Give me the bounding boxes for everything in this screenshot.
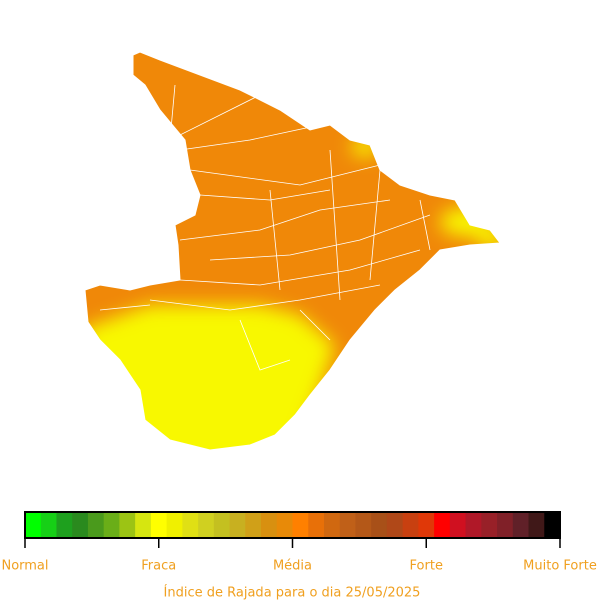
legend-swatch	[323, 512, 341, 538]
legend-swatch	[40, 512, 57, 538]
legend-swatch	[528, 512, 545, 538]
legend-label: Normal	[1, 559, 48, 574]
legend-swatch	[402, 512, 419, 538]
legend-swatch	[261, 512, 278, 538]
legend-swatch	[276, 512, 293, 538]
legend-swatch	[245, 512, 262, 538]
legend-swatch	[72, 512, 89, 538]
legend-swatch	[166, 512, 183, 538]
legend-swatch	[292, 512, 309, 538]
legend-swatch	[418, 512, 435, 538]
legend-swatch	[544, 512, 561, 538]
legend-swatch	[135, 512, 152, 538]
map	[84, 51, 501, 451]
legend-swatch	[339, 512, 356, 538]
legend-swatch	[465, 512, 482, 538]
legend-swatch	[103, 512, 120, 538]
legend-label: Fraca	[141, 559, 176, 574]
legend-label: Forte	[410, 559, 443, 574]
legend-swatch	[497, 512, 514, 538]
legend-swatch	[182, 512, 199, 538]
legend-swatch	[481, 512, 498, 538]
legend-swatch	[512, 512, 530, 538]
legend: Normal Fraca Média Forte Muito Forte	[1, 511, 597, 574]
legend-swatch	[25, 512, 42, 538]
legend-swatch	[87, 512, 105, 538]
legend-swatch	[434, 512, 451, 538]
legend-swatch	[386, 512, 404, 538]
legend-swatch	[449, 512, 467, 538]
legend-swatch	[150, 512, 168, 538]
municipal-borders	[99, 84, 431, 371]
legend-swatch	[56, 512, 73, 538]
legend-swatch	[119, 512, 136, 538]
legend-swatch	[355, 512, 372, 538]
legend-swatch	[308, 512, 325, 538]
legend-label: Média	[273, 559, 312, 574]
map-title: Índice de Rajada para o dia 25/05/2025	[164, 585, 421, 600]
legend-swatch	[229, 512, 246, 538]
legend-label: Muito Forte	[523, 559, 597, 574]
legend-swatch	[198, 512, 215, 538]
legend-swatch	[213, 512, 231, 538]
legend-swatch	[371, 512, 388, 538]
